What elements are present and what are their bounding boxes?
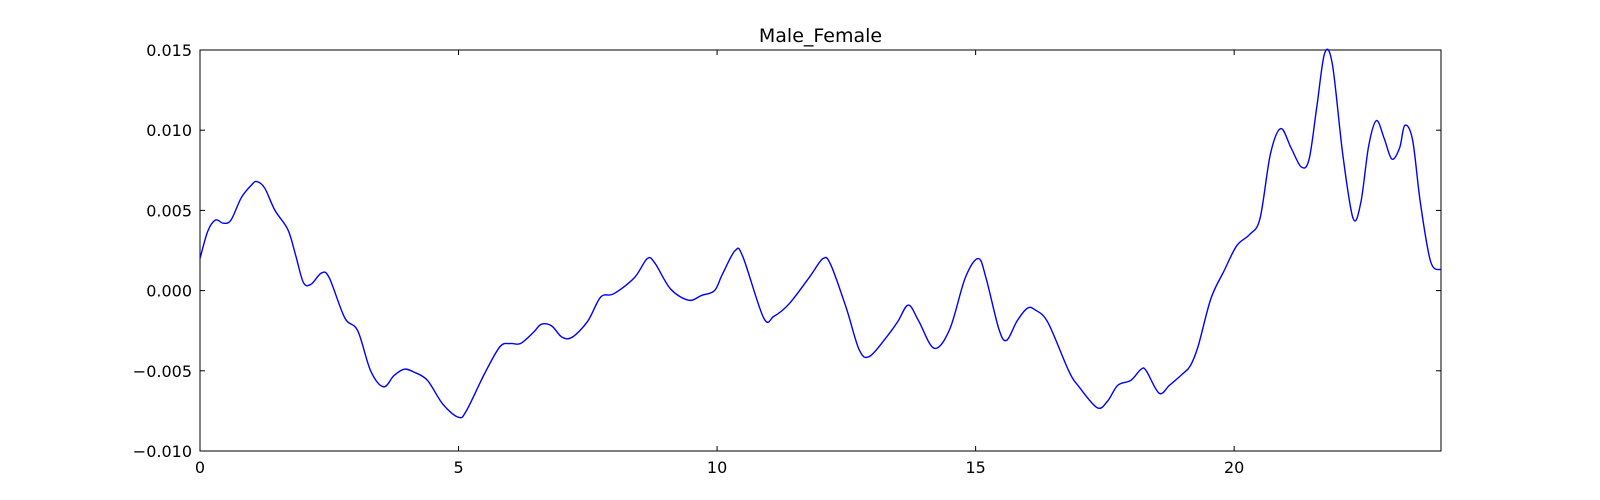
x-tick-label: 0 xyxy=(195,458,205,477)
y-tick-label: −0.010 xyxy=(133,442,192,461)
y-tick-label: −0.005 xyxy=(133,362,192,381)
chart-title: Male_Female xyxy=(759,25,882,47)
plot-frame xyxy=(199,49,1442,452)
y-tick-label: 0.005 xyxy=(146,201,192,220)
x-tick-label: 10 xyxy=(707,458,727,477)
axes: 0 5 10 15 20 −0.010 −0.005 0.000 0.005 0.010 0.015 xyxy=(133,41,1442,477)
y-tick-label: 0.015 xyxy=(146,41,192,60)
y-tick-label: 0.010 xyxy=(146,121,192,140)
y-tick-label: 0.000 xyxy=(146,282,192,301)
series-layer xyxy=(199,48,1442,419)
x-tick-label: 15 xyxy=(965,458,985,477)
x-tick-label: 5 xyxy=(453,458,463,477)
series-line xyxy=(199,48,1442,419)
x-tick-label: 20 xyxy=(1224,458,1244,477)
